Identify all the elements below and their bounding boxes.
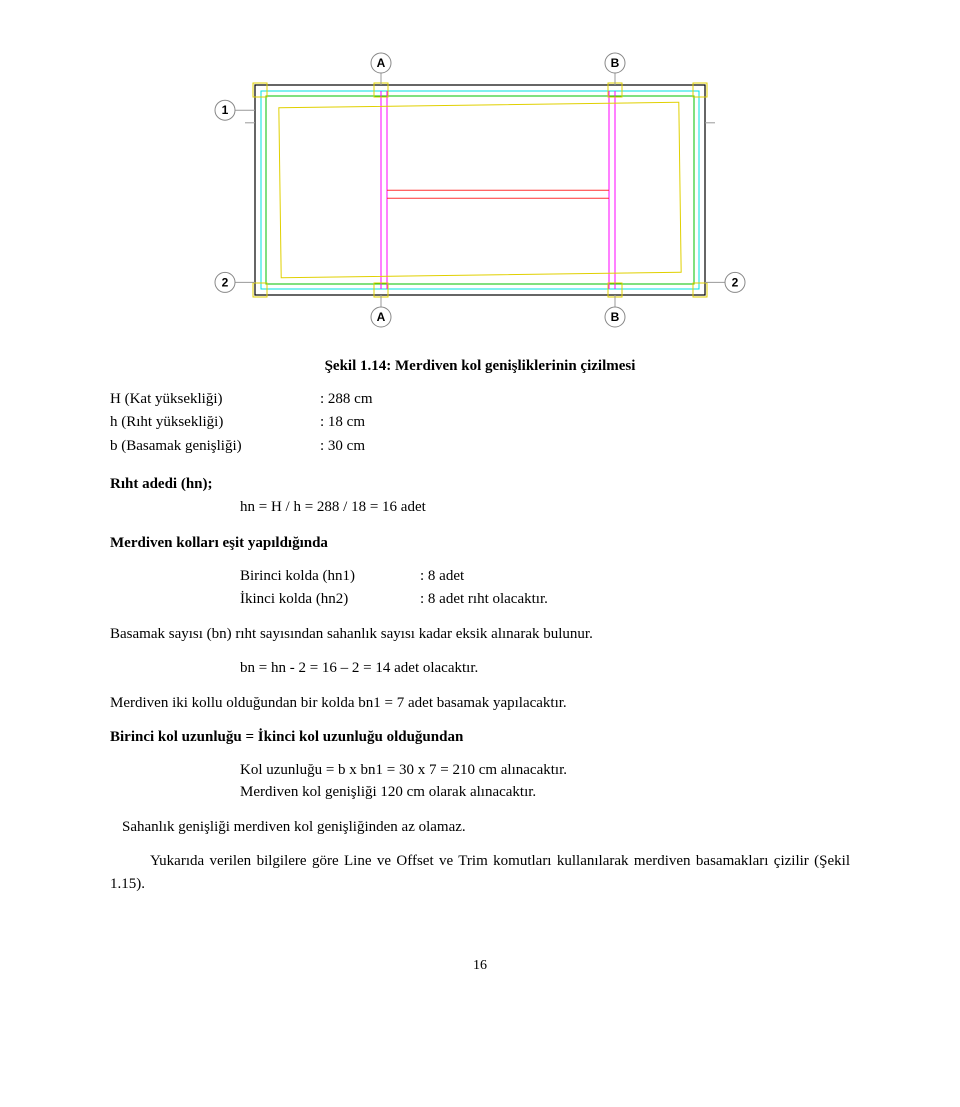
svg-text:1: 1: [222, 103, 229, 117]
svg-text:2: 2: [222, 275, 229, 289]
section-title-kol-uzunlugu: Birinci kol uzunluğu = İkinci kol uzunlu…: [110, 726, 850, 749]
param-value: : 288 cm: [320, 388, 373, 411]
kol-line-2: Merdiven kol genişliği 120 cm olarak alı…: [240, 781, 850, 804]
equation-hn: hn = H / h = 288 / 18 = 16 adet: [240, 496, 850, 519]
param-row: H (Kat yüksekliği) : 288 cm: [110, 388, 850, 411]
equation-bn: bn = hn - 2 = 16 – 2 = 14 adet olacaktır…: [240, 657, 850, 680]
nested-row: İkinci kolda (hn2) : 8 adet rıht olacakt…: [240, 588, 850, 611]
technical-drawing: A B A B 1 2 2: [200, 50, 760, 330]
nested-label: İkinci kolda (hn2): [240, 588, 420, 611]
parameter-list: H (Kat yüksekliği) : 288 cm h (Rıht yüks…: [110, 388, 850, 458]
param-row: b (Basamak genişliği) : 30 cm: [110, 435, 850, 458]
svg-text:A: A: [377, 56, 386, 70]
param-value: : 18 cm: [320, 411, 365, 434]
svg-text:2: 2: [732, 275, 739, 289]
section-title-kollar: Merdiven kolları eşit yapıldığında: [110, 532, 850, 555]
svg-text:B: B: [611, 310, 620, 324]
paragraph-sahanlik: Sahanlık genişliği merdiven kol genişliğ…: [122, 816, 850, 839]
param-label: H (Kat yüksekliği): [110, 388, 320, 411]
nested-list: Birinci kolda (hn1) : 8 adet İkinci kold…: [240, 565, 850, 611]
nested-value: : 8 adet rıht olacaktır.: [420, 588, 548, 611]
nested-value: : 8 adet: [420, 565, 464, 588]
param-label: b (Basamak genişliği): [110, 435, 320, 458]
diagram-container: A B A B 1 2 2: [110, 50, 850, 330]
param-row: h (Rıht yüksekliği) : 18 cm: [110, 411, 850, 434]
paragraph-final: Yukarıda verilen bilgilere göre Line ve …: [110, 850, 850, 895]
figure-caption: Şekil 1.14: Merdiven kol genişliklerinin…: [110, 355, 850, 378]
svg-text:A: A: [377, 310, 386, 324]
page-number: 16: [110, 955, 850, 976]
nested-label: Birinci kolda (hn1): [240, 565, 420, 588]
param-label: h (Rıht yüksekliği): [110, 411, 320, 434]
svg-text:B: B: [611, 56, 620, 70]
paragraph-basamak: Basamak sayısı (bn) rıht sayısından saha…: [110, 623, 850, 646]
paragraph-iki-kollu: Merdiven iki kollu olduğundan bir kolda …: [110, 692, 850, 715]
nested-row: Birinci kolda (hn1) : 8 adet: [240, 565, 850, 588]
section-title-riht: Rıht adedi (hn);: [110, 473, 850, 496]
kol-line-1: Kol uzunluğu = b x bn1 = 30 x 7 = 210 cm…: [240, 759, 850, 782]
param-value: : 30 cm: [320, 435, 365, 458]
